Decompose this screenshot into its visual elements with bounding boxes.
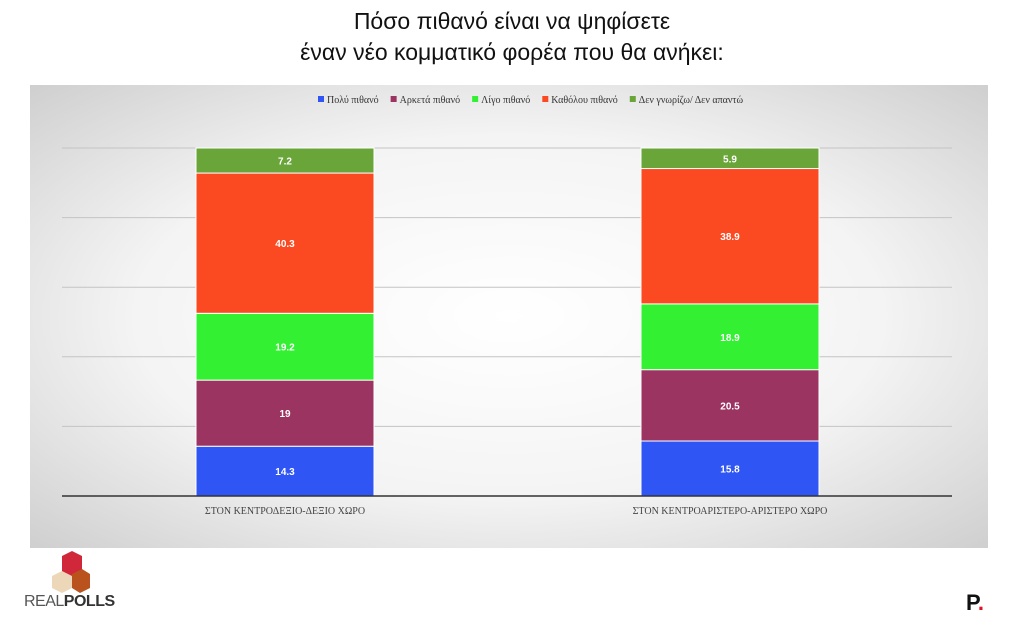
bar-segment [640,303,820,371]
category-label: ΣΤΟΝ ΚΕΝΤΡΟΔΕΞΙΟ-ΔΕΞΙΟ ΧΩΡΟ [205,506,365,517]
data-label: 38.9 [720,232,740,243]
data-label: 14.3 [275,467,295,478]
bar-segment [640,369,820,442]
chart-panel [30,85,988,548]
bar-segment [195,312,375,381]
legend-label: Αρκετά πιθανό [400,95,461,106]
bar-segment [195,379,375,447]
legend-swatch [542,96,549,102]
data-label: 20.5 [720,401,740,412]
bar-segment [195,147,375,174]
category-label: ΣΤΟΝ ΚΕΝΤΡΟΑΡΙΣΤΕΡΟ-ΑΡΙΣΤΕΡΟ ΧΩΡΟ [633,506,828,517]
data-label: 7.2 [278,157,292,168]
data-label: 15.8 [720,465,740,476]
publisher-logo: P. [966,590,984,615]
legend-label: Καθόλου πιθανό [551,95,617,106]
legend-swatch [390,96,397,102]
legend-label: Δεν γνωρίζω/ Δεν απαντώ [639,95,744,106]
data-label: 5.9 [723,154,737,165]
bar-segment [640,168,820,305]
legend-label: Λίγο πιθανό [481,95,530,106]
realpolls-wordmark: REALPOLLS [24,593,115,610]
data-label: 40.3 [275,239,295,250]
title-line-1: Πόσο πιθανό είναι να ψηφίσετε [353,8,671,34]
legend-swatch [472,96,479,102]
data-label: 19.2 [275,343,295,354]
legend-swatch [629,96,636,102]
bar-segment [640,440,820,497]
legend-swatch [318,96,324,102]
chart-title: Πόσο πιθανό είναι να ψηφίσετε έναν νέο κ… [0,6,1024,68]
title-line-2: έναν νέο κομματικό φορέα που θα ανήκει: [300,39,724,65]
bar-segment [195,445,375,497]
legend-label: Πολύ πιθανό [327,95,379,106]
data-label: 19 [279,409,291,420]
bar-segment [195,172,375,314]
data-label: 18.9 [720,333,740,344]
realpolls-cubes-icon [52,551,90,593]
bar-segment [640,147,820,170]
